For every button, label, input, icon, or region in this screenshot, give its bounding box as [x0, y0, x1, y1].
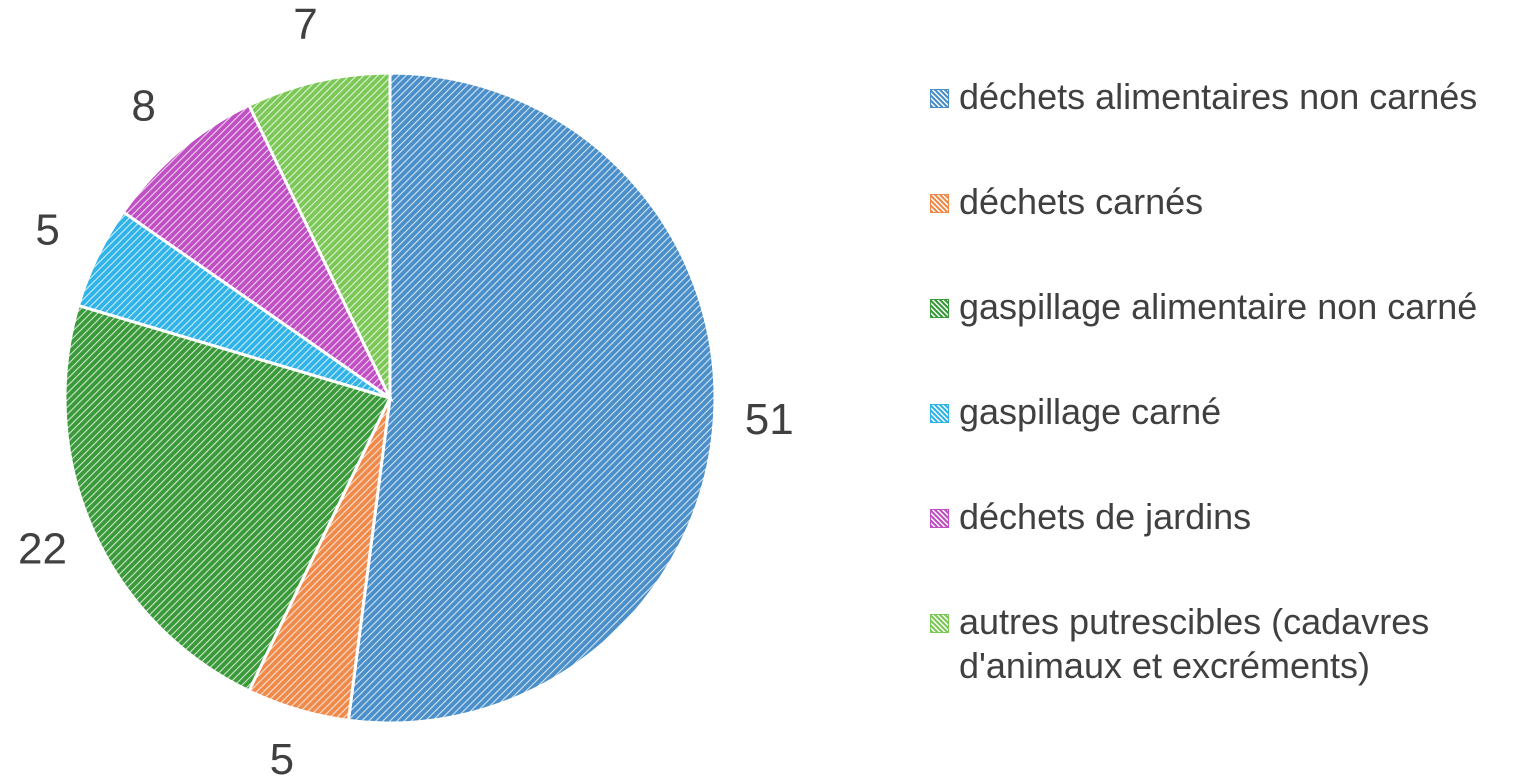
- legend-item: gaspillage alimentaire non carné: [930, 285, 1510, 390]
- legend-swatch: [930, 299, 949, 318]
- legend-swatch: [930, 509, 949, 528]
- legend-swatch: [930, 194, 949, 213]
- legend-item: déchets de jardins: [930, 495, 1510, 600]
- data-label: 8: [131, 81, 155, 130]
- legend-item: déchets carnés: [930, 180, 1510, 285]
- legend-item: déchets alimentaires non carnés: [930, 75, 1510, 180]
- chart: 51 5 22 5 8 7: [18, 0, 794, 778]
- legend-swatch: [930, 404, 949, 423]
- legend-label: déchets carnés: [959, 181, 1204, 222]
- legend-swatch: [930, 614, 949, 633]
- legend-label: déchets de jardins: [959, 496, 1252, 537]
- data-label: 5: [35, 206, 59, 255]
- legend-label: déchets alimentaires non carnés: [959, 76, 1478, 117]
- data-label: 5: [270, 735, 294, 778]
- pie-slice: [63, 303, 393, 693]
- legend-item: gaspillage carné: [930, 390, 1510, 495]
- data-label: 7: [293, 0, 317, 49]
- pie-slice: [346, 71, 717, 725]
- data-label: 51: [745, 395, 794, 444]
- legend-label: gaspillage carné: [959, 391, 1222, 432]
- legend-swatch: [930, 89, 949, 108]
- pie-slice: [246, 71, 392, 399]
- pie-slice: [121, 103, 394, 403]
- legend: déchets alimentaires non carnés déchets c…: [930, 75, 1510, 705]
- legend-item: autres putrescibles (cadavres d'animaux …: [930, 600, 1510, 705]
- legend-label: autres putrescibles (cadavres d'animaux …: [959, 601, 1430, 686]
- data-label: 22: [18, 524, 67, 573]
- legend-label: gaspillage alimentaire non carné: [959, 286, 1478, 327]
